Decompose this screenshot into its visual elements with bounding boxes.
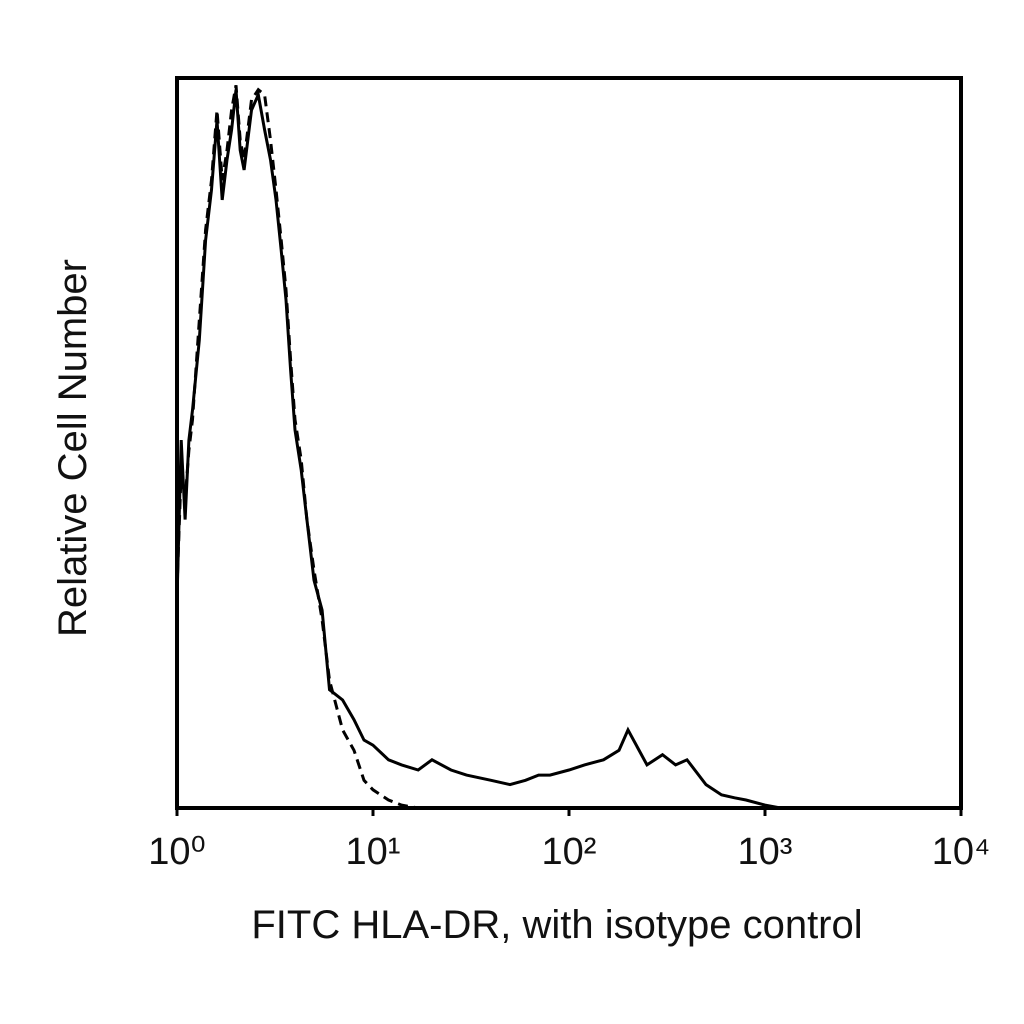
x-tick-label: 10² xyxy=(542,831,597,873)
x-tick-label: 10¹ xyxy=(346,831,401,873)
histogram-line xyxy=(175,89,781,810)
x-axis-label: FITC HLA-DR, with isotype control xyxy=(251,903,862,947)
y-axis-label: Relative Cell Number xyxy=(51,259,95,637)
x-tick-label: 10³ xyxy=(738,831,793,873)
x-tick-label: 10⁰ xyxy=(148,831,206,873)
x-tick-label: 10⁴ xyxy=(932,831,991,873)
histogram-line xyxy=(175,85,451,810)
